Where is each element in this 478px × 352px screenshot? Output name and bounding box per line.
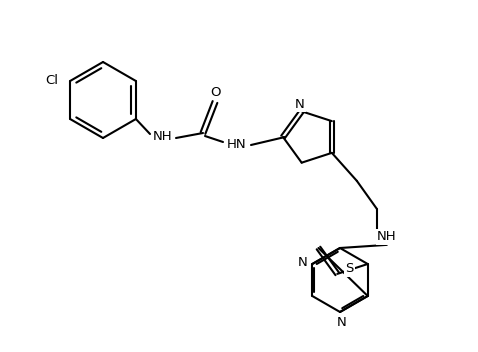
Text: NH: NH <box>153 131 173 144</box>
Text: N: N <box>337 315 347 328</box>
Text: Cl: Cl <box>45 75 59 88</box>
Text: N: N <box>295 98 304 111</box>
Text: O: O <box>211 86 221 99</box>
Text: S: S <box>345 262 353 275</box>
Text: NH: NH <box>377 230 397 243</box>
Text: HN: HN <box>227 138 247 151</box>
Text: N: N <box>297 256 307 269</box>
